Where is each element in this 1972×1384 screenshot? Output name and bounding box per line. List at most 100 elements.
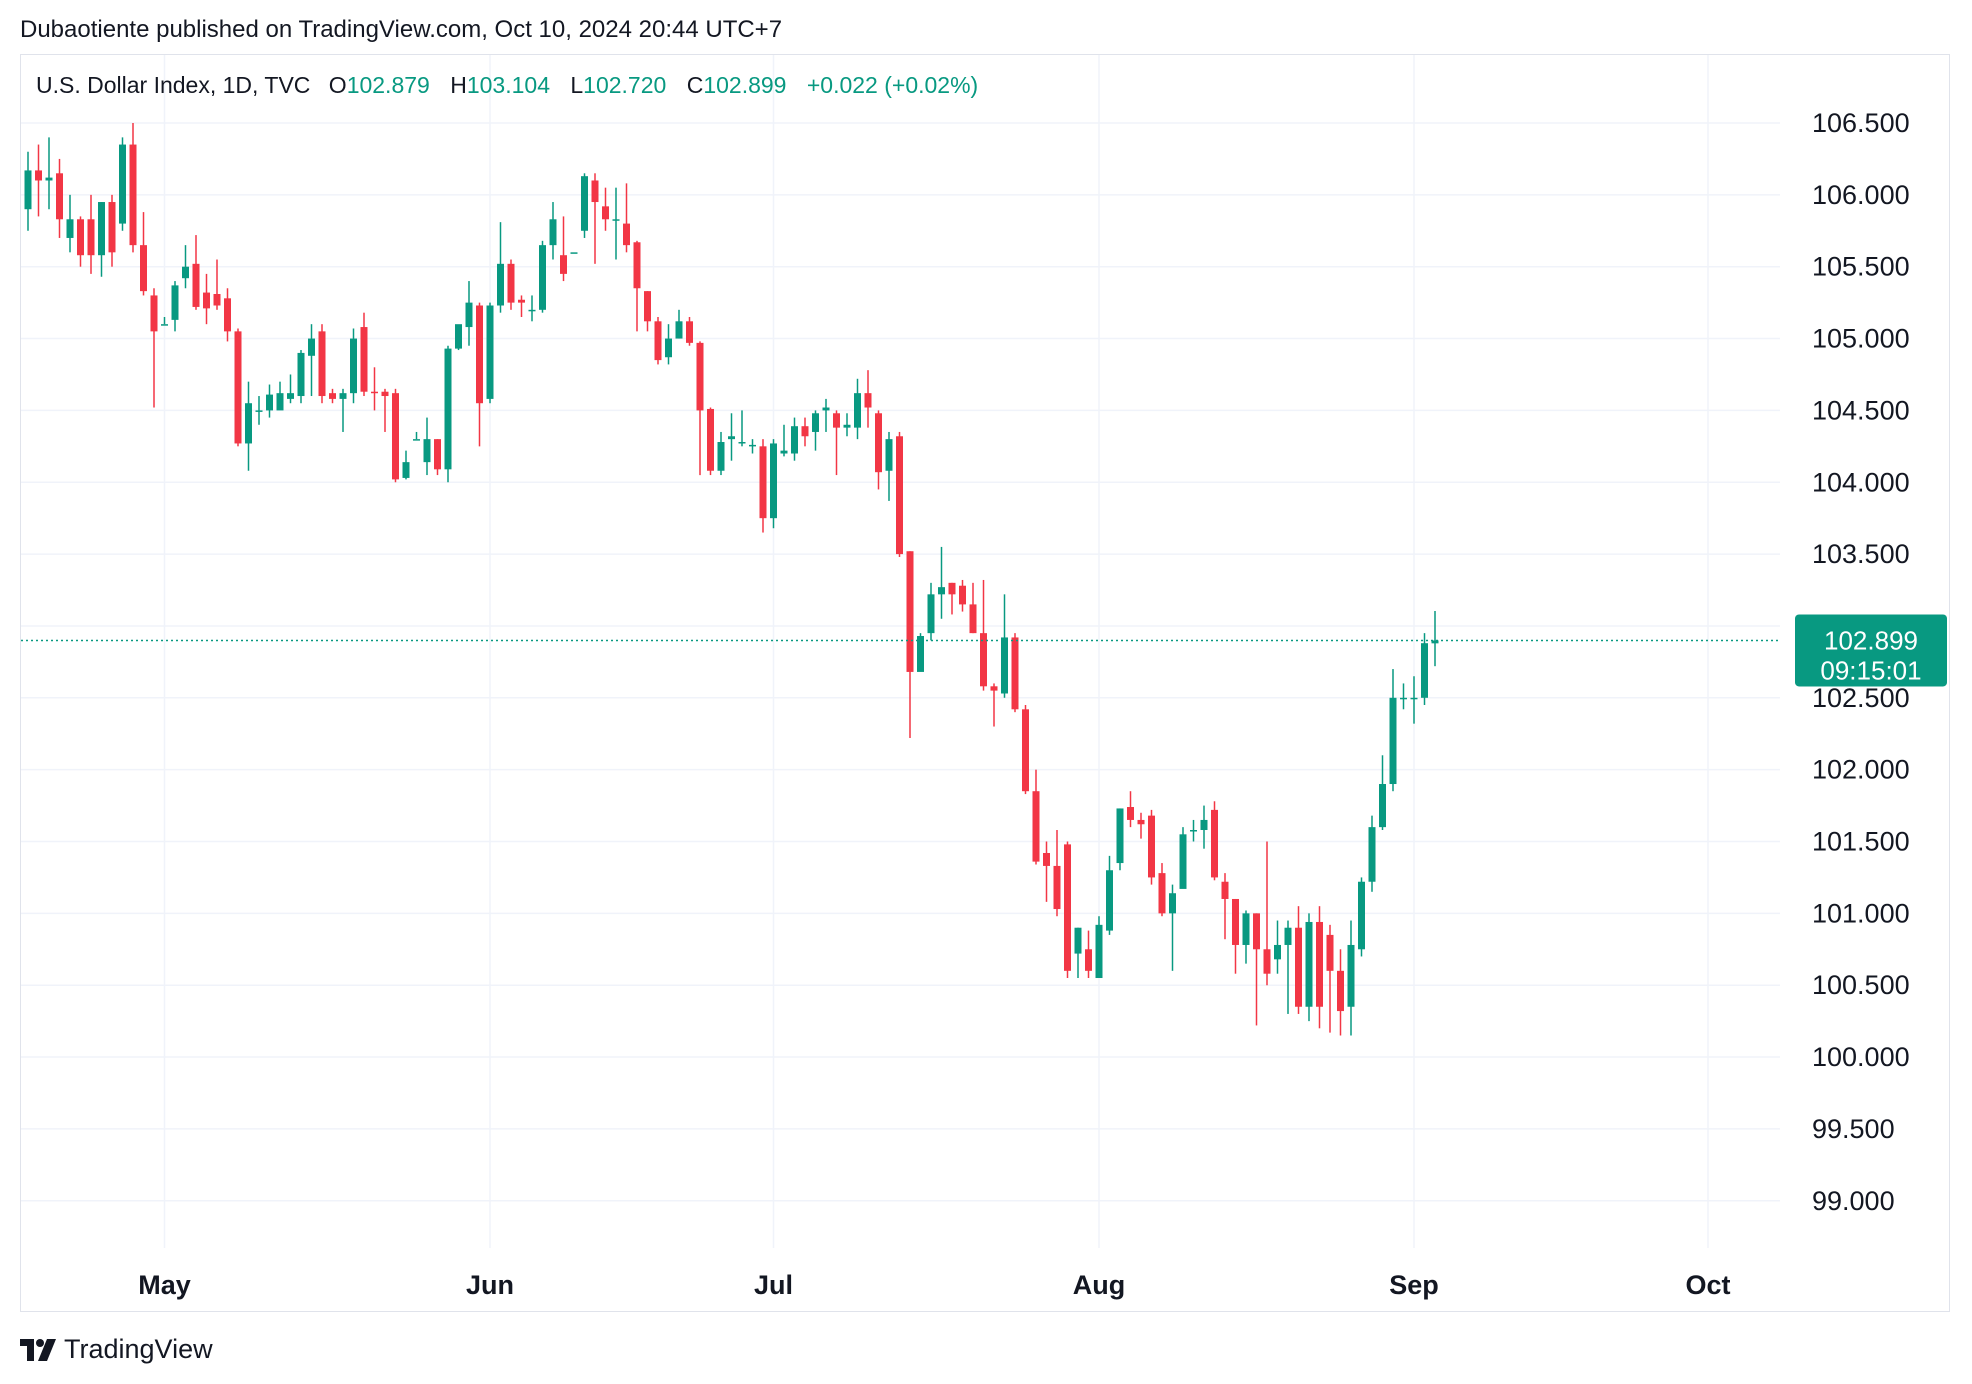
price-tick-label: 104.000 bbox=[1812, 467, 1910, 497]
candle-body bbox=[56, 173, 63, 220]
candle-body bbox=[1295, 927, 1302, 1007]
candle bbox=[833, 410, 840, 476]
candle-body bbox=[371, 391, 378, 394]
bar-countdown: 09:15:01 bbox=[1820, 655, 1921, 685]
candle bbox=[45, 137, 53, 210]
candle-body bbox=[276, 393, 284, 411]
candle-body bbox=[833, 413, 840, 428]
candle-body bbox=[339, 393, 347, 399]
candle-body bbox=[1431, 640, 1439, 644]
candle bbox=[1200, 805, 1208, 849]
candle bbox=[602, 187, 609, 231]
candle-body bbox=[1284, 927, 1292, 945]
candle bbox=[350, 328, 357, 404]
candle bbox=[77, 216, 84, 267]
candle-body bbox=[990, 686, 998, 691]
candle bbox=[266, 384, 273, 418]
candle-body bbox=[381, 391, 389, 397]
candle-body bbox=[402, 462, 410, 478]
candle bbox=[1421, 633, 1428, 705]
candle-body bbox=[749, 444, 756, 447]
legend-close-value: 102.899 bbox=[703, 72, 787, 98]
legend-change-value: +0.022 (+0.02%) bbox=[806, 72, 979, 98]
candle-body bbox=[465, 302, 473, 328]
candle bbox=[1106, 855, 1113, 935]
candle bbox=[129, 123, 137, 253]
candle-body bbox=[1137, 819, 1145, 825]
grid-lines bbox=[21, 55, 1780, 1248]
tradingview-brand[interactable]: TradingView bbox=[20, 1334, 213, 1365]
candle bbox=[371, 367, 378, 411]
candle-body bbox=[1232, 898, 1239, 945]
candle bbox=[182, 245, 189, 289]
candle-body bbox=[1200, 819, 1208, 831]
price-tick-label: 101.000 bbox=[1812, 898, 1910, 928]
candle bbox=[203, 273, 210, 325]
candle bbox=[35, 144, 42, 217]
candle bbox=[486, 302, 494, 404]
legend-high-value: 103.104 bbox=[466, 72, 550, 98]
candle-body bbox=[885, 439, 893, 471]
candle bbox=[381, 388, 389, 432]
price-tick-label: 102.000 bbox=[1812, 755, 1910, 785]
candle bbox=[287, 374, 294, 404]
candle bbox=[780, 424, 788, 457]
candle bbox=[990, 683, 998, 727]
candle bbox=[1232, 898, 1239, 974]
candle-body bbox=[518, 299, 525, 303]
candle bbox=[1400, 683, 1407, 710]
candle bbox=[1284, 920, 1292, 1014]
candle bbox=[570, 252, 578, 254]
candle-body bbox=[1169, 893, 1176, 914]
candle-body bbox=[444, 348, 452, 470]
candle-body bbox=[623, 223, 630, 246]
candle-body bbox=[45, 177, 53, 181]
candle bbox=[518, 295, 525, 317]
candle bbox=[1295, 906, 1302, 1014]
candle-body bbox=[801, 426, 809, 437]
legend-symbol: U.S. Dollar Index, 1D, TVC bbox=[36, 72, 311, 98]
candle-body bbox=[707, 408, 714, 471]
candle bbox=[1326, 924, 1334, 1033]
candle bbox=[87, 194, 95, 274]
time-axis: May Jun Jul Aug Sep Oct bbox=[138, 1270, 1730, 1300]
candle bbox=[413, 431, 420, 441]
candle-body bbox=[1001, 637, 1008, 694]
price-tick-label: 99.000 bbox=[1812, 1186, 1895, 1216]
candle bbox=[1116, 808, 1124, 871]
candle bbox=[423, 417, 431, 476]
legend-open-label: O bbox=[328, 72, 347, 98]
candle-body bbox=[360, 327, 368, 392]
candle-body bbox=[350, 338, 357, 394]
candle-body bbox=[129, 144, 137, 246]
candle-body bbox=[1379, 784, 1386, 828]
candle-body bbox=[150, 295, 158, 332]
candle bbox=[192, 235, 200, 310]
symbol-legend: U.S. Dollar Index, 1D, TVC O102.879 H103… bbox=[36, 72, 978, 99]
candle-body bbox=[780, 450, 788, 454]
candle-body bbox=[1421, 643, 1428, 698]
legend-low-value: 102.720 bbox=[583, 72, 667, 98]
candle bbox=[906, 551, 914, 739]
candle-body bbox=[1053, 865, 1061, 910]
candle-body bbox=[843, 424, 851, 428]
candle-body bbox=[66, 219, 74, 238]
candle bbox=[1253, 913, 1260, 1026]
candle bbox=[696, 341, 704, 476]
candle bbox=[633, 240, 641, 332]
candle-body bbox=[906, 551, 914, 672]
candle-body bbox=[486, 305, 494, 399]
candle-body bbox=[1410, 697, 1418, 700]
candle-body bbox=[1106, 870, 1113, 931]
candle-body bbox=[539, 245, 546, 310]
candle-body bbox=[927, 594, 935, 634]
candle-body bbox=[812, 413, 819, 432]
candle bbox=[1148, 809, 1155, 885]
candle bbox=[948, 582, 956, 615]
candle bbox=[749, 439, 756, 454]
candle-body bbox=[1368, 827, 1376, 882]
candle-body bbox=[612, 219, 620, 221]
candle-body bbox=[728, 436, 735, 440]
candle bbox=[969, 582, 977, 634]
